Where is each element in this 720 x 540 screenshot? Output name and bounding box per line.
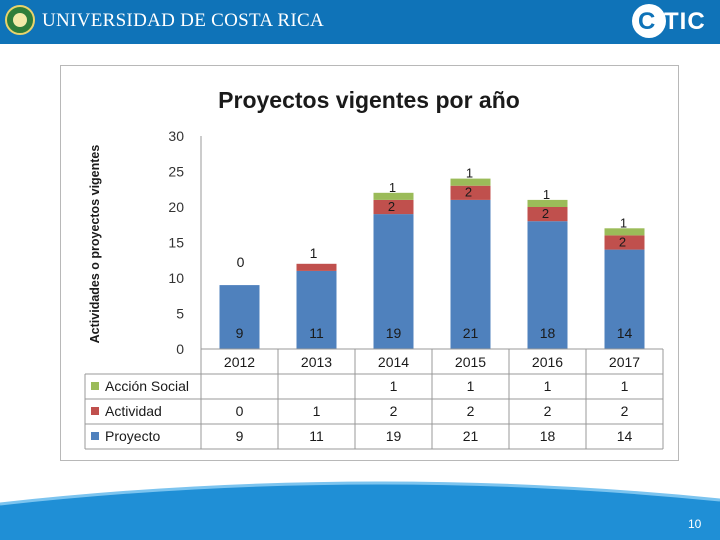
table-cell: 14 [617, 428, 633, 444]
header-bar: UNIVERSIDAD DE COSTA RICA CITIC [0, 0, 720, 44]
table-cell: 18 [540, 428, 556, 444]
y-tick-label: 20 [168, 199, 184, 215]
table-cell: 21 [463, 428, 479, 444]
table-cell: 2 [390, 403, 398, 419]
x-tick-label: 2013 [301, 354, 332, 370]
legend-swatch-proyecto [91, 432, 99, 440]
data-label-accion-social-2014: 1 [389, 180, 396, 195]
footer-wave-shape [0, 482, 720, 540]
table-cell: 1 [467, 378, 475, 394]
bar-proyecto-2016 [527, 221, 568, 349]
chart: Proyectos vigentes por año Actividades o … [84, 87, 664, 450]
table-cell: 1 [544, 378, 552, 394]
legend-label: Proyecto [105, 428, 160, 444]
bar-proyecto-2015 [450, 199, 491, 349]
data-label-actividad-2012: 0 [237, 254, 245, 270]
bar-acci-n-social-2016 [527, 199, 568, 207]
x-tick-label: 2016 [532, 354, 563, 370]
table-cell: 1 [313, 403, 321, 419]
data-label-proyecto-2012: 9 [236, 325, 244, 341]
table-cell: 2 [467, 403, 475, 419]
chart-frame: Proyectos vigentes por año Actividades o … [60, 65, 679, 461]
table-cell: 2 [621, 403, 629, 419]
data-label-actividad-2017: 2 [619, 234, 626, 249]
data-label-accion-social-2015: 1 [466, 166, 473, 181]
bar-actividad-2017 [604, 235, 645, 250]
data-label-proyecto-2013: 11 [309, 325, 324, 341]
university-seal-icon [5, 5, 35, 35]
legend-swatch-actividad [91, 407, 99, 415]
x-tick-label: 2017 [609, 354, 640, 370]
y-tick-label: 30 [168, 128, 184, 144]
y-tick-label: 10 [168, 270, 184, 286]
bar-proyecto-2017 [604, 249, 645, 349]
table-cell: 1 [621, 378, 629, 394]
data-label-actividad-2014: 2 [388, 199, 395, 214]
bar-acci-n-social-2014 [373, 192, 414, 200]
footer-wave [0, 481, 720, 540]
chart-title: Proyectos vigentes por año [218, 87, 520, 113]
data-label-proyecto-2015: 21 [463, 325, 479, 341]
bar-acci-n-social-2015 [450, 178, 491, 186]
y-tick-label: 15 [168, 235, 184, 251]
bar-acci-n-social-2017 [604, 228, 645, 236]
citic-logo-c: C [638, 8, 657, 35]
bar-actividad-2014 [373, 199, 414, 215]
legend-label: Acción Social [105, 378, 189, 394]
legend-label: Actividad [105, 403, 162, 419]
bar-actividad-2013 [296, 263, 337, 271]
data-label-actividad-2013: 1 [310, 245, 318, 261]
bar-actividad-2015 [450, 185, 491, 200]
bar-actividad-2016 [527, 207, 568, 222]
table-cell: 19 [386, 428, 402, 444]
data-label-proyecto-2016: 18 [540, 325, 556, 341]
data-label-actividad-2016: 2 [542, 206, 549, 221]
table-cell: 2 [544, 403, 552, 419]
bar-proyecto-2012 [219, 285, 260, 349]
y-axis-label: Actividades o proyectos vigentes [88, 145, 102, 344]
data-label-actividad-2015: 2 [465, 185, 472, 200]
citic-logo-itic: ITIC [656, 8, 706, 35]
x-tick-label: 2012 [224, 354, 255, 370]
citic-logo-circle-icon [632, 4, 666, 38]
y-tick-label: 5 [176, 306, 184, 322]
legend-swatch-acci-n-social [91, 382, 99, 390]
table-cell: 11 [309, 428, 324, 444]
y-tick-label: 0 [176, 341, 184, 357]
x-tick-label: 2014 [378, 354, 409, 370]
table-cell: 9 [236, 428, 244, 444]
table-cell: 0 [236, 403, 244, 419]
data-label-proyecto-2017: 14 [617, 325, 633, 341]
data-label-proyecto-2014: 19 [386, 325, 402, 341]
page-number: 10 [688, 517, 702, 531]
data-label-accion-social-2016: 1 [543, 187, 550, 202]
y-tick-label: 25 [168, 164, 184, 180]
data-label-accion-social-2017: 1 [620, 215, 627, 230]
bar-proyecto-2014 [373, 214, 414, 349]
bar-proyecto-2013 [296, 270, 337, 349]
university-name: UNIVERSIDAD DE COSTA RICA [42, 10, 325, 31]
x-tick-label: 2015 [455, 354, 486, 370]
table-cell: 1 [390, 378, 398, 394]
footer-wave-highlight [0, 481, 720, 506]
citic-logo: CITIC [628, 2, 718, 42]
